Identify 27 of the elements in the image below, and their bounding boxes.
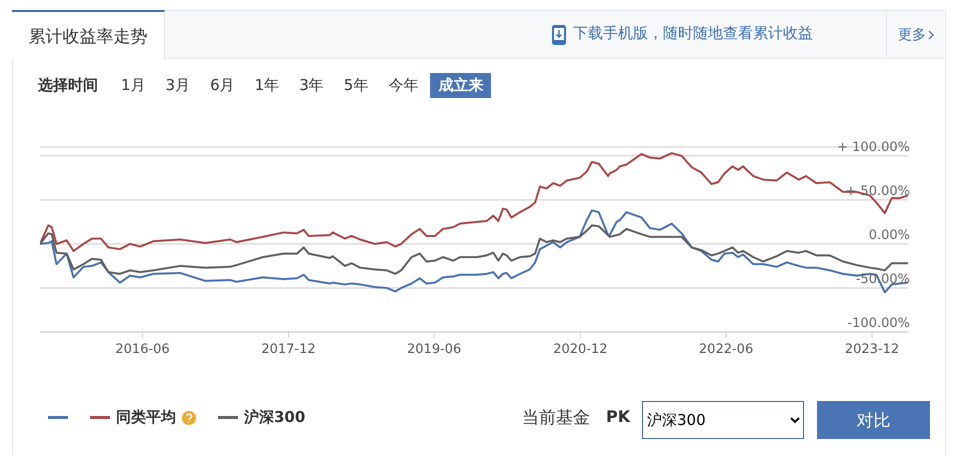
y-tick-label: + 100.00% <box>837 140 910 155</box>
text: 6月 <box>209 75 236 96</box>
x-tick-label: 2019-06 <box>407 342 462 358</box>
text: 更多 <box>898 26 926 44</box>
text: 选择时间 <box>38 76 98 95</box>
text: 下载手机版，随时随地查看累计收益 <box>573 24 813 43</box>
y-tick-label: -100.00% <box>847 316 910 331</box>
text: 成立来 <box>430 73 492 98</box>
legend-label: 同类平均 <box>116 408 176 427</box>
text: 3月 <box>164 75 192 96</box>
x-tick-label: 2017-12 <box>261 342 316 358</box>
y-tick-label: 0.00% <box>868 228 910 243</box>
text: 沪深300 <box>642 401 804 439</box>
text: 今年 <box>387 75 420 96</box>
legend-label: 沪深300 <box>244 408 306 427</box>
text: 3年 <box>298 75 325 96</box>
text: PK <box>606 407 630 426</box>
text: 1月 <box>120 75 147 96</box>
text: 当前基金 <box>522 407 590 429</box>
chart-title: 累计收益率走势 <box>12 10 165 60</box>
x-tick-label: 2016-06 <box>115 342 170 358</box>
text: 1年 <box>254 75 280 96</box>
x-tick-label: 2023-12 <box>844 342 900 358</box>
x-tick-label: 2022-06 <box>698 342 754 358</box>
text: 5年 <box>342 75 370 96</box>
text: 对比 <box>817 401 930 439</box>
x-tick-label: 2020-12 <box>553 342 608 358</box>
